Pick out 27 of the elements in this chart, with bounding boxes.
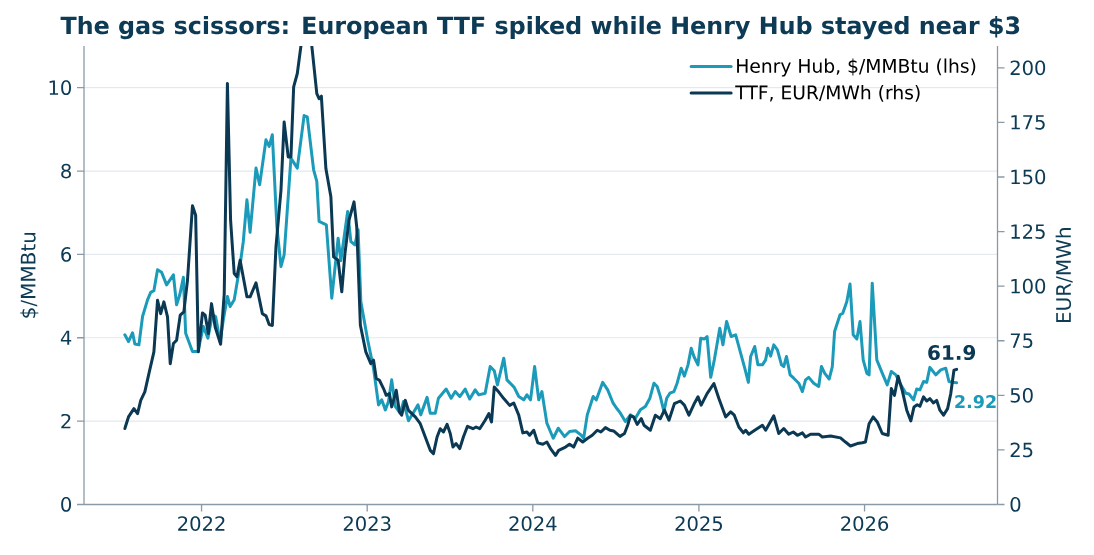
data-label: 61.9 xyxy=(928,344,976,361)
y2-tick-label: 50 xyxy=(1010,387,1033,403)
x-tick-label: 2022 xyxy=(178,516,225,531)
y2-tick-label: 100 xyxy=(1011,278,1046,294)
y-tick-label: 2 xyxy=(61,413,71,429)
y2-tick-label: 75 xyxy=(1010,333,1033,348)
x-tick-label: 2025 xyxy=(675,516,723,531)
legend-label: TTF, EUR/MWh (rhs) xyxy=(735,85,920,102)
x-tick-label: 2026 xyxy=(841,516,889,531)
y-tick-label: 0 xyxy=(61,497,72,512)
x-tick-label: 2023 xyxy=(343,516,391,531)
y-tick-label: 10 xyxy=(49,80,72,96)
y2-tick-label: 25 xyxy=(1010,442,1033,458)
y2-axis-title: EUR/MWh xyxy=(1055,228,1073,323)
y-axis-title: $/MMBtu xyxy=(20,232,39,318)
y-tick-label: 8 xyxy=(61,163,71,179)
y2-tick-label: 175 xyxy=(1011,115,1045,130)
chart-title: The gas scissors: European TTF spiked while Henry Hub stayed near $3 xyxy=(60,15,1020,40)
x-tick-label: 2024 xyxy=(509,516,557,531)
y-tick-label: 6 xyxy=(61,247,72,262)
y-tick-label: 4 xyxy=(60,330,72,345)
y2-tick-label: 150 xyxy=(1011,169,1046,185)
legend-label: Henry Hub, $/MMBtu (lhs) xyxy=(737,58,976,77)
y2-tick-label: 0 xyxy=(1010,497,1021,512)
data-label: 2.92 xyxy=(955,395,996,409)
y2-tick-label: 200 xyxy=(1010,60,1046,76)
y2-tick-label: 125 xyxy=(1011,224,1045,239)
